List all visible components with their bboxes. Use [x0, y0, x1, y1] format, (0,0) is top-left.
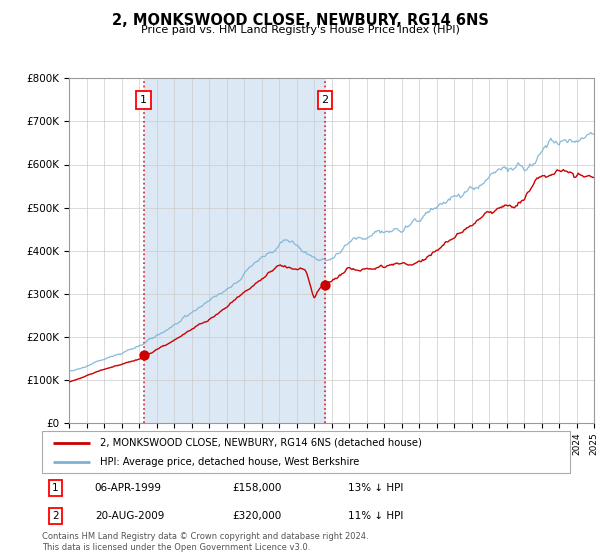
Text: 1: 1: [140, 95, 147, 105]
Text: This data is licensed under the Open Government Licence v3.0.: This data is licensed under the Open Gov…: [42, 543, 310, 552]
Text: Price paid vs. HM Land Registry's House Price Index (HPI): Price paid vs. HM Land Registry's House …: [140, 25, 460, 35]
Text: HPI: Average price, detached house, West Berkshire: HPI: Average price, detached house, West…: [100, 457, 359, 467]
Text: 13% ↓ HPI: 13% ↓ HPI: [348, 483, 404, 493]
Text: 20-AUG-2009: 20-AUG-2009: [95, 511, 164, 521]
Text: Contains HM Land Registry data © Crown copyright and database right 2024.: Contains HM Land Registry data © Crown c…: [42, 532, 368, 541]
Text: 2: 2: [322, 95, 329, 105]
Text: 2, MONKSWOOD CLOSE, NEWBURY, RG14 6NS: 2, MONKSWOOD CLOSE, NEWBURY, RG14 6NS: [112, 13, 488, 29]
Text: £320,000: £320,000: [232, 511, 281, 521]
Text: 11% ↓ HPI: 11% ↓ HPI: [348, 511, 404, 521]
Bar: [144, 78, 325, 423]
Text: 06-APR-1999: 06-APR-1999: [95, 483, 162, 493]
FancyBboxPatch shape: [42, 431, 570, 473]
Text: £158,000: £158,000: [232, 483, 281, 493]
Point: [139, 351, 149, 360]
Text: 1: 1: [52, 483, 59, 493]
Point: [320, 281, 330, 290]
Text: 2: 2: [52, 511, 59, 521]
Text: 2, MONKSWOOD CLOSE, NEWBURY, RG14 6NS (detached house): 2, MONKSWOOD CLOSE, NEWBURY, RG14 6NS (d…: [100, 437, 422, 447]
